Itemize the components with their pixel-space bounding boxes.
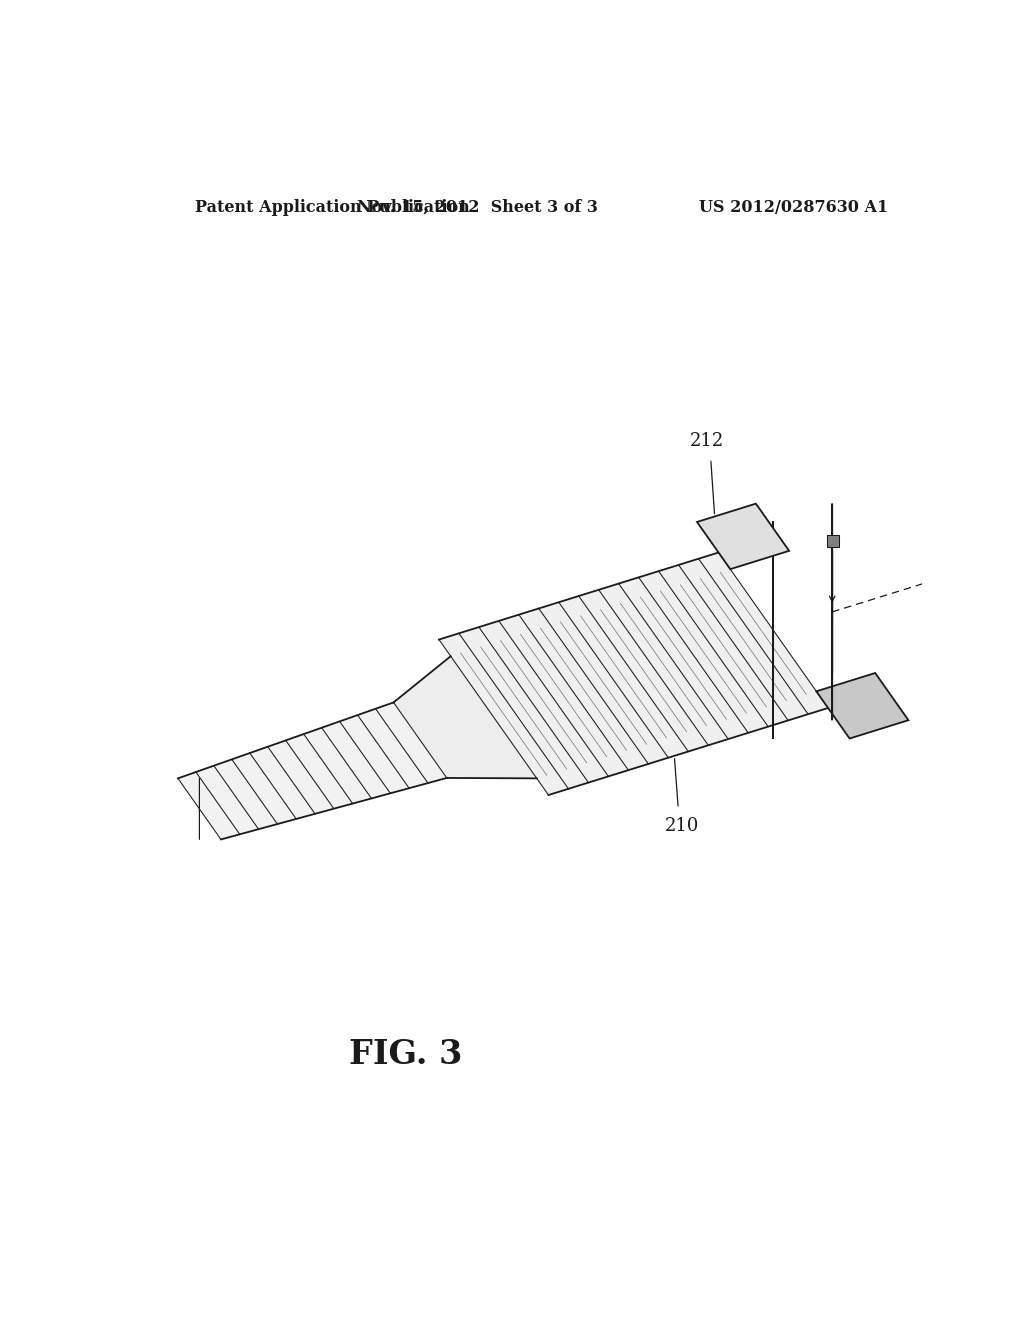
Text: Patent Application Publication: Patent Application Publication	[196, 199, 470, 215]
Text: 212: 212	[689, 433, 724, 450]
Polygon shape	[451, 569, 816, 779]
Polygon shape	[697, 504, 790, 569]
Text: FIG. 3: FIG. 3	[349, 1039, 463, 1072]
Text: 210: 210	[665, 817, 699, 834]
Polygon shape	[439, 553, 828, 795]
Text: Nov. 15, 2012  Sheet 3 of 3: Nov. 15, 2012 Sheet 3 of 3	[356, 199, 598, 215]
Polygon shape	[827, 535, 839, 546]
Polygon shape	[950, 411, 1024, 648]
Polygon shape	[393, 656, 537, 779]
Polygon shape	[178, 702, 446, 840]
Polygon shape	[816, 673, 908, 738]
Text: US 2012/0287630 A1: US 2012/0287630 A1	[699, 199, 889, 215]
